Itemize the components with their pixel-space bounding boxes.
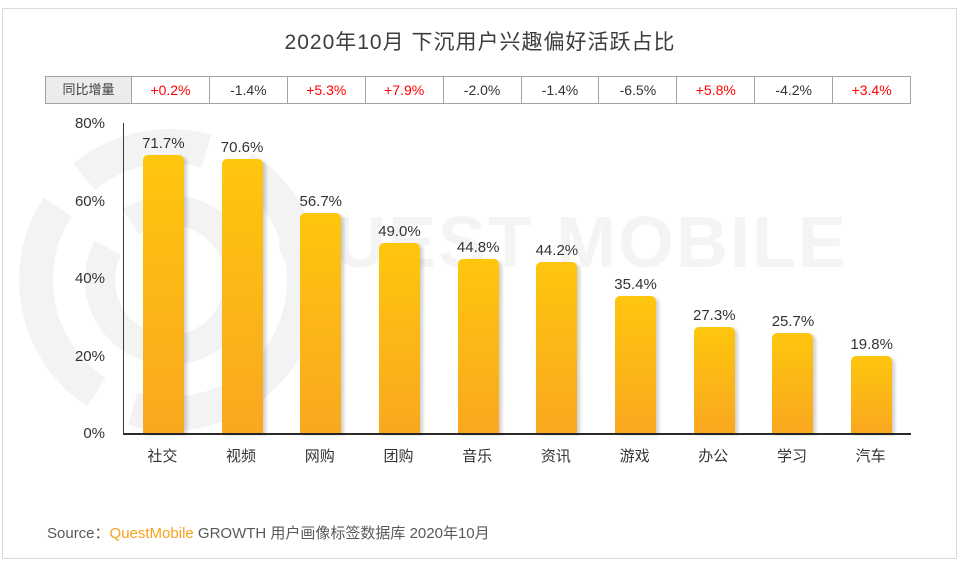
yoy-values: +0.2% -1.4% +5.3% +7.9% -2.0% -1.4% -6.5% +5.8%… — [132, 77, 910, 103]
bar-value-label: 19.8% — [850, 336, 893, 354]
source-brand: QuestMobile — [109, 525, 194, 542]
bar — [772, 333, 814, 433]
y-tick-label-3: 60% — [74, 192, 105, 210]
source-note: Source：QuestMobile GROWTH 用户画像标签数据库 2020… — [47, 522, 490, 543]
x-axis-category-label: 音乐 — [462, 448, 493, 465]
yoy-cell-9: +3.4% — [851, 82, 892, 98]
bar — [457, 259, 499, 433]
bar-value-label: 49.0% — [378, 223, 421, 241]
y-tick-label-1: 20% — [74, 347, 105, 365]
x-axis-category-label: 游戏 — [619, 448, 650, 465]
x-axis-category-label: 汽车 — [855, 448, 886, 465]
bar-column-5: 44.2% — [518, 123, 597, 433]
x-axis-labels: 社交 视频 网购 团购 音乐 资讯 游戏 办公 学习 汽车 — [123, 445, 910, 466]
yoy-cell-2: +5.3% — [288, 77, 366, 103]
bar — [378, 243, 420, 433]
x-axis-category-label: 社交 — [147, 448, 178, 465]
yoy-cell-8: -4.2% — [755, 77, 834, 103]
bar-value-label: 44.8% — [456, 239, 500, 257]
yoy-cell-6: -6.5% — [599, 77, 678, 103]
x-axis-category-label: 网购 — [304, 448, 335, 465]
source-prefix: Source： — [47, 525, 110, 542]
bar-value-label: 27.3% — [693, 307, 736, 325]
bar — [142, 155, 184, 433]
y-tick-label-0: 0% — [83, 425, 105, 442]
bar-column-9: 19.8% — [832, 123, 911, 433]
x-axis-category-label: 视频 — [226, 448, 257, 465]
bar — [615, 295, 657, 433]
bar — [693, 327, 735, 433]
x-axis-category-label: 团购 — [383, 448, 414, 465]
x-axis-category-label: 学习 — [776, 448, 807, 465]
bar-column-7: 27.3% — [675, 123, 754, 433]
x-axis-category-label: 办公 — [698, 448, 729, 465]
y-tick-label-2: 40% — [74, 270, 105, 287]
bar-value-label: 25.7% — [771, 313, 815, 331]
chart-title: 2020年10月 下沉用户兴趣偏好活跃占比 — [284, 31, 676, 54]
yoy-row-header: 同比增量 — [46, 77, 132, 103]
yoy-cell-3: +7.9% — [366, 77, 444, 103]
bar-value-label: 70.6% — [220, 139, 264, 157]
yoy-cell-4: -2.0% — [444, 77, 522, 103]
bar — [851, 356, 893, 433]
yoy-cell-7: +5.8% — [677, 77, 756, 103]
bars: 71.7% 70.6% 56.7% 49.0% 44.8% 44.2% 35.4% 27.3%… — [123, 123, 911, 435]
x-axis-category-label: 资讯 — [540, 448, 571, 465]
yoy-cell-5: -1.4% — [522, 77, 600, 103]
bar-column-6: 35.4% — [596, 123, 675, 433]
bar-column-4: 44.8% — [439, 123, 518, 433]
bar-column-3: 49.0% — [360, 123, 439, 433]
bar-column-2: 56.7% — [281, 123, 360, 433]
bar-value-label: 56.7% — [299, 193, 343, 211]
bar-column-8: 25.7% — [754, 123, 833, 433]
bar-value-label: 71.7% — [142, 135, 185, 153]
bar-value-label: 35.4% — [614, 275, 657, 293]
bar-column-1: 70.6% — [203, 123, 282, 433]
bar — [221, 159, 263, 433]
bar-value-label: 44.2% — [535, 241, 579, 259]
yoy-change-table: 同比增量 +0.2% -1.4% +5.3% +7.9% -2.0% -1.4% -6.5%… — [45, 76, 911, 104]
yoy-cell-0: +0.2% — [132, 77, 210, 103]
y-tick-label-4: 80% — [74, 115, 105, 132]
bar — [300, 213, 342, 433]
bar-column-0: 71.7% — [124, 123, 203, 433]
yoy-cell-1: -1.4% — [210, 77, 288, 103]
source-suffix: GROWTH 用户画像标签数据库 2020年10月 — [193, 525, 490, 542]
bar — [536, 261, 578, 433]
y-axis-labels: 0% 20% 40% 60% 80% — [40, 115, 115, 442]
